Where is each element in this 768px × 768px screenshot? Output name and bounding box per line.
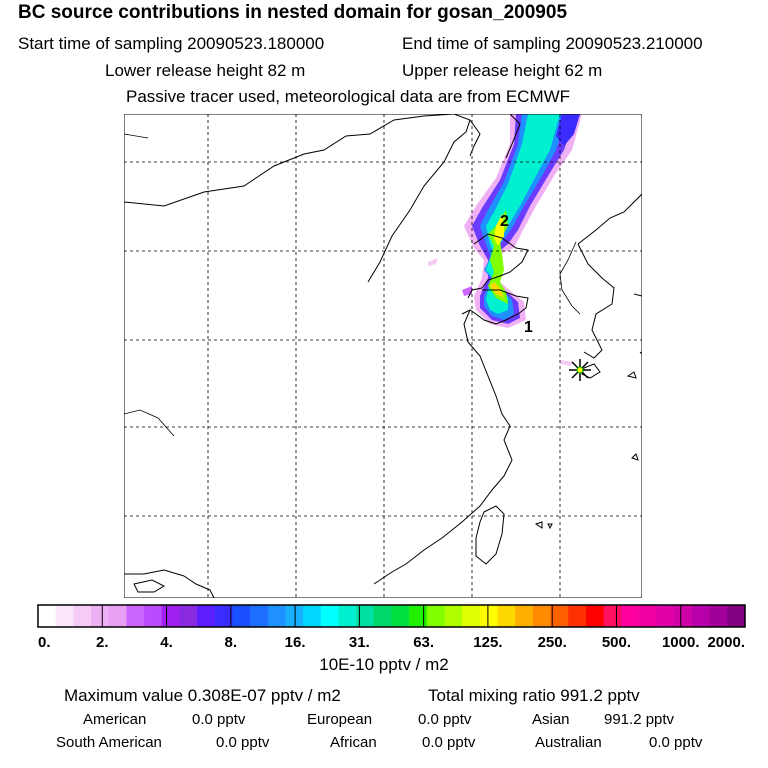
colorbar-cell bbox=[303, 605, 322, 627]
colorbar-cell bbox=[55, 605, 74, 627]
colorbar-cell bbox=[426, 605, 445, 627]
asian-value: 991.2 pptv bbox=[604, 711, 675, 728]
colorbar-tick-label: 4. bbox=[160, 634, 173, 651]
european-label: European bbox=[307, 711, 373, 728]
asian-label: Asian bbox=[532, 711, 570, 728]
colorbar-tick-label: 2. bbox=[96, 634, 109, 651]
colorbar-cell bbox=[197, 605, 216, 627]
african-value: 0.0 pptv bbox=[422, 734, 476, 751]
upper-release-label: Upper release height 62 m bbox=[402, 61, 603, 80]
american-label: American bbox=[83, 711, 147, 728]
colorbar-cell bbox=[709, 605, 728, 627]
colorbar-tick-label: 8. bbox=[225, 634, 238, 651]
colorbar-cell bbox=[267, 605, 286, 627]
colorbar-cell bbox=[73, 605, 92, 627]
colorbar-cell bbox=[550, 605, 569, 627]
colorbar-cell bbox=[232, 605, 251, 627]
colorbar-tick-label: 16. bbox=[285, 634, 306, 651]
colorbar-tick-label: 500. bbox=[602, 634, 631, 651]
colorbar-tick-label: 250. bbox=[538, 634, 567, 651]
lower-release-label: Lower release height 82 m bbox=[105, 61, 306, 80]
south-american-label: South American bbox=[56, 734, 162, 751]
tracer-note: Passive tracer used, meteorological data… bbox=[126, 87, 571, 106]
colorbar-cell bbox=[320, 605, 339, 627]
marker-1: 1 bbox=[524, 319, 533, 336]
colorbar-cell bbox=[338, 605, 357, 627]
colorbar-tick-label: 2000. bbox=[707, 634, 745, 651]
plot-title: BC source contributions in nested domain… bbox=[18, 2, 568, 23]
colorbar-cell bbox=[621, 605, 640, 627]
colorbar-cell bbox=[727, 605, 746, 627]
colorbar-cell bbox=[462, 605, 481, 627]
colorbar-tick-label: 125. bbox=[473, 634, 502, 651]
total-mixing-ratio: Total mixing ratio 991.2 pptv bbox=[428, 686, 640, 705]
colorbar-cell bbox=[144, 605, 163, 627]
start-time-label: Start time of sampling 20090523.180000 bbox=[18, 34, 325, 53]
colorbar-cell bbox=[356, 605, 375, 627]
colorbar-cell bbox=[638, 605, 658, 627]
colorbar-cell bbox=[161, 605, 180, 627]
concentration-plume bbox=[428, 114, 582, 366]
colorbar-tick-label: 63. bbox=[413, 634, 434, 651]
south-american-value: 0.0 pptv bbox=[216, 734, 270, 751]
colorbar-cell bbox=[515, 605, 534, 627]
colorbar-cell bbox=[568, 605, 587, 627]
colorbar-units: 10E-10 pptv / m2 bbox=[319, 655, 449, 674]
colorbar-cell bbox=[373, 605, 392, 627]
colorbar-cell bbox=[391, 605, 410, 627]
colorbar-cell bbox=[38, 605, 57, 627]
colorbar-cell bbox=[179, 605, 198, 627]
colorbar-tick-label: 1000. bbox=[662, 634, 700, 651]
colorbar-cell bbox=[674, 605, 693, 627]
colorbar-tick-label: 0. bbox=[38, 634, 51, 651]
colorbar-cell bbox=[603, 605, 622, 627]
australian-label: Australian bbox=[535, 734, 602, 751]
colorbar-cell bbox=[656, 605, 675, 627]
maximum-value: Maximum value 0.308E-07 pptv / m2 bbox=[64, 686, 341, 705]
map-panel: 2 1 bbox=[124, 114, 642, 598]
african-label: African bbox=[330, 734, 377, 751]
lat-lon-grid bbox=[124, 114, 642, 598]
end-time-label: End time of sampling 20090523.210000 bbox=[402, 34, 703, 53]
colorbar-cell bbox=[285, 605, 304, 627]
colorbar-cell bbox=[409, 605, 428, 627]
colorbar-cell bbox=[126, 605, 145, 627]
colorbar-cell bbox=[108, 605, 127, 627]
color-scale-bar: 0. 2. 4. 8. 16. 31. 63. 125. 250. 500. 1000. 2000. bbox=[37, 604, 746, 651]
american-value: 0.0 pptv bbox=[192, 711, 246, 728]
colorbar-cell bbox=[497, 605, 516, 627]
colorbar-cell bbox=[479, 605, 498, 627]
colorbar-cell bbox=[250, 605, 269, 627]
colorbar-cell bbox=[691, 605, 711, 627]
australian-value: 0.0 pptv bbox=[649, 734, 703, 751]
star-receptor-icon bbox=[569, 359, 591, 381]
coastlines bbox=[124, 114, 642, 598]
colorbar-cell bbox=[214, 605, 233, 627]
marker-2: 2 bbox=[500, 213, 509, 230]
colorbar-cell bbox=[585, 605, 604, 627]
colorbar-cell bbox=[91, 605, 110, 627]
colorbar-tick-label: 31. bbox=[349, 634, 370, 651]
european-value: 0.0 pptv bbox=[418, 711, 472, 728]
colorbar-cell bbox=[444, 605, 463, 627]
colorbar-cell bbox=[532, 605, 551, 627]
